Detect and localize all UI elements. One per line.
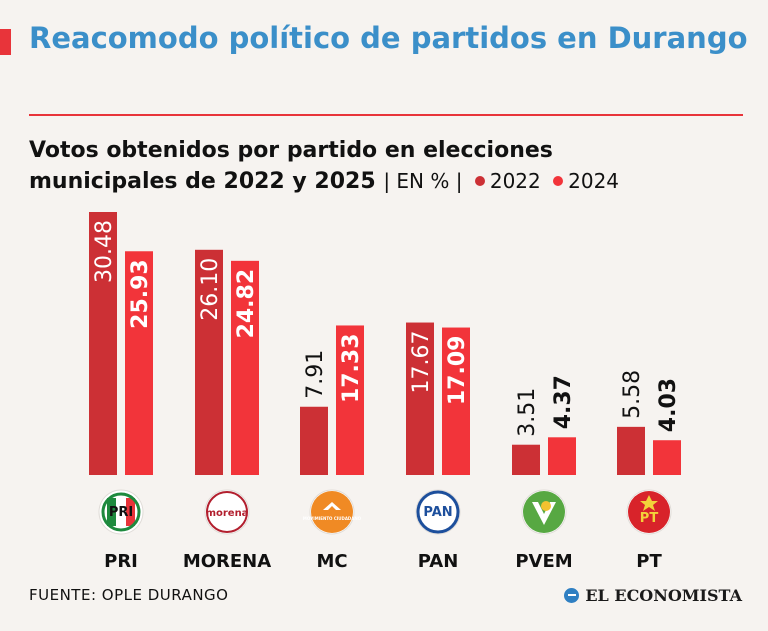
- pan-logo-ring: [416, 490, 460, 534]
- value-label-2024-morena: 24.82: [234, 269, 259, 339]
- value-label-2024-pt: 4.03: [656, 378, 681, 432]
- separator: |: [383, 169, 391, 193]
- bar-2024-pvem: [548, 437, 576, 475]
- bar-2022-morena: [195, 249, 223, 475]
- category-label-pan: PAN: [418, 551, 459, 572]
- mc-logo-disc: [311, 491, 353, 533]
- mc-logo-text: MOVIMIENTO CIUDADANO: [303, 516, 362, 521]
- value-label-2024-pan: 17.09: [445, 336, 470, 406]
- value-label-2022-pvem: 3.51: [515, 388, 540, 437]
- value-label-2022-morena: 26.10: [198, 258, 223, 321]
- title-rule: [29, 114, 743, 116]
- bar-2022-pvem: [512, 444, 540, 475]
- subtitle-line-2: municipales de 2022 y 2025 | EN % | 2022…: [29, 166, 749, 197]
- value-label-2024-pvem: 4.37: [551, 375, 576, 429]
- mc-logo-eagle-icon: [323, 502, 341, 510]
- pri-logo-red: [126, 498, 135, 526]
- pvem-logo-disc: [523, 491, 565, 533]
- value-label-2022-pan: 17.67: [409, 331, 434, 394]
- legend-dot-2022: [474, 176, 485, 186]
- brand-icon: [564, 588, 580, 603]
- legend-dot-2024: [553, 176, 564, 186]
- bar-2024-pan: [442, 327, 470, 475]
- pan-logo-text: PAN: [423, 505, 452, 520]
- bar-2024-pt: [653, 440, 681, 475]
- value-label-2024-mc: 17.33: [339, 333, 364, 403]
- pt-logo-text: PT: [640, 511, 659, 526]
- bar-2022-pt: [617, 426, 645, 475]
- title-accent-bar: [0, 29, 11, 55]
- pvem-logo-toucan-icon: [541, 501, 551, 511]
- value-label-2024-pri: 25.93: [128, 259, 153, 329]
- legend-label-2022: 2022: [489, 169, 541, 193]
- legend-label-2024: 2024: [568, 169, 620, 193]
- category-label-mc: MC: [316, 551, 347, 572]
- category-label-pvem: PVEM: [515, 551, 572, 572]
- morena-logo-text: morena: [206, 508, 249, 519]
- category-label-morena: MORENA: [183, 551, 271, 572]
- pri-logo-ring: [101, 492, 141, 532]
- pt-logo-disc: [628, 491, 670, 533]
- brand-logo: EL ECONOMISTA: [564, 586, 742, 605]
- value-label-2022-mc: 7.91: [303, 350, 328, 399]
- bar-2024-morena: [231, 260, 259, 475]
- value-label-2022-pri: 30.48: [92, 220, 117, 283]
- unit-label: EN %: [396, 169, 450, 193]
- source-note: FUENTE: OPLE DURANGO: [29, 586, 229, 604]
- chart-subtitle: Votos obtenidos por partido en eleccione…: [29, 136, 749, 197]
- brand-name: EL ECONOMISTA: [585, 586, 742, 605]
- subtitle-text: municipales de 2022 y 2025: [29, 169, 376, 194]
- separator: |: [455, 169, 463, 193]
- morena-logo-ring: [206, 491, 248, 533]
- page-title: Reacomodo político de partidos en Durang…: [29, 21, 748, 55]
- pt-logo-star-icon: [640, 495, 658, 511]
- bar-2022-pri: [89, 212, 117, 475]
- pri-logo-green: [107, 498, 116, 526]
- category-label-pri: PRI: [104, 551, 138, 572]
- bar-2024-pri: [125, 251, 153, 475]
- category-label-pt: PT: [636, 551, 662, 572]
- pri-logo-text: PRI: [109, 505, 133, 520]
- legend: | EN % | 2022 2024: [383, 169, 619, 193]
- bar-2022-mc: [300, 406, 328, 475]
- bar-2022-pan: [406, 322, 434, 475]
- bar-2024-mc: [336, 325, 364, 475]
- value-label-2022-pt: 5.58: [620, 370, 645, 419]
- subtitle-line-1: Votos obtenidos por partido en eleccione…: [29, 138, 553, 163]
